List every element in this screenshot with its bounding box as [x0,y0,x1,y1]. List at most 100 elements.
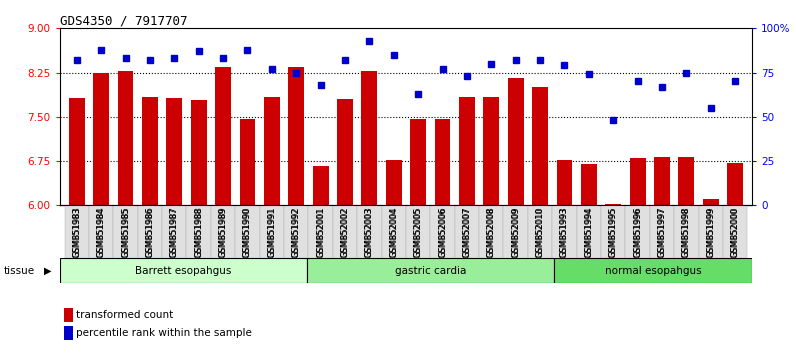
Text: GSM851993: GSM851993 [560,207,569,258]
Bar [361,71,377,205]
Text: GSM851985: GSM851985 [121,206,130,257]
Bar [605,204,621,205]
Text: GSM851999: GSM851999 [706,207,716,258]
Bar [728,163,743,205]
Bar [288,67,304,205]
Text: GSM852007: GSM852007 [462,207,471,258]
Text: GSM851989: GSM851989 [219,207,228,258]
Text: GSM851994: GSM851994 [584,206,593,257]
Bar [678,157,694,205]
Text: normal esopahgus: normal esopahgus [605,266,701,276]
Text: GSM851992: GSM851992 [291,207,301,258]
Bar [533,87,548,205]
Bar [528,205,552,258]
Bar [556,160,572,205]
Bar [601,205,626,258]
Bar [674,205,699,258]
Bar [162,205,186,258]
Bar [333,205,357,258]
Text: GSM852010: GSM852010 [536,207,544,258]
Text: GSM852006: GSM852006 [438,207,447,258]
Text: ▶: ▶ [44,266,51,276]
Bar [483,97,499,205]
Text: transformed count: transformed count [76,310,174,320]
Text: GSM851986: GSM851986 [146,206,154,257]
Bar [479,205,504,258]
Text: GSM852005: GSM852005 [414,206,423,257]
Text: GSM852006: GSM852006 [438,206,447,257]
Text: GSM851990: GSM851990 [243,206,252,257]
Bar [215,67,231,205]
Bar [60,258,307,283]
Text: GSM852010: GSM852010 [536,206,544,257]
Text: GSM851995: GSM851995 [609,207,618,258]
Text: GSM852001: GSM852001 [316,207,325,258]
Text: GSM851993: GSM851993 [560,206,569,257]
Bar [166,98,182,205]
Text: GSM852009: GSM852009 [511,207,521,258]
Bar [650,205,674,258]
Text: GSM851991: GSM851991 [267,206,276,257]
Bar [313,166,329,205]
Text: GSM852009: GSM852009 [511,206,521,257]
Bar [576,205,601,258]
Bar [259,205,284,258]
Text: GSM852000: GSM852000 [731,207,739,258]
Text: GSM852005: GSM852005 [414,207,423,258]
Text: GSM851990: GSM851990 [243,207,252,258]
Bar [142,97,158,205]
Text: GSM852008: GSM852008 [487,206,496,257]
Text: GDS4350 / 7917707: GDS4350 / 7917707 [60,14,187,27]
Bar [357,205,381,258]
Text: GSM851983: GSM851983 [72,206,81,257]
Text: GSM851988: GSM851988 [194,207,203,258]
Bar [455,205,479,258]
Bar [626,205,650,258]
Text: GSM852003: GSM852003 [365,207,374,258]
Bar [386,160,402,205]
Bar [308,205,333,258]
Bar [435,119,451,205]
Bar [337,99,353,205]
Text: GSM851997: GSM851997 [657,206,666,257]
Text: GSM851984: GSM851984 [96,206,106,257]
Text: GSM852001: GSM852001 [316,206,325,257]
Text: GSM851998: GSM851998 [682,206,691,257]
Text: Barrett esopahgus: Barrett esopahgus [135,266,232,276]
Bar [703,199,719,205]
Text: GSM851989: GSM851989 [219,206,228,257]
Text: gastric cardia: gastric cardia [395,266,466,276]
Bar [459,97,475,205]
Bar [699,205,723,258]
Bar [264,97,279,205]
Text: GSM851994: GSM851994 [584,207,593,258]
Bar [118,71,134,205]
Text: GSM852004: GSM852004 [389,206,398,257]
Text: GSM852004: GSM852004 [389,207,398,258]
Text: percentile rank within the sample: percentile rank within the sample [76,328,252,338]
Text: GSM851987: GSM851987 [170,206,179,257]
Text: GSM852000: GSM852000 [731,206,739,257]
Bar [410,119,426,205]
Text: GSM852007: GSM852007 [462,206,471,257]
Bar [191,100,207,205]
Text: GSM851998: GSM851998 [682,207,691,258]
Text: GSM851997: GSM851997 [657,207,666,258]
Text: GSM851987: GSM851987 [170,207,179,258]
Bar [723,205,747,258]
Bar [93,73,109,205]
Text: GSM852002: GSM852002 [341,206,349,257]
Bar [113,205,138,258]
Text: GSM852003: GSM852003 [365,206,374,257]
Bar [581,164,597,205]
Bar [508,78,524,205]
Text: GSM851999: GSM851999 [706,206,716,257]
Text: GSM851996: GSM851996 [633,206,642,257]
Bar [240,119,256,205]
Bar [554,258,752,283]
Bar [236,205,259,258]
Bar [307,258,554,283]
Text: GSM851991: GSM851991 [267,207,276,258]
Text: tissue: tissue [4,266,35,276]
Text: GSM851992: GSM851992 [291,206,301,257]
